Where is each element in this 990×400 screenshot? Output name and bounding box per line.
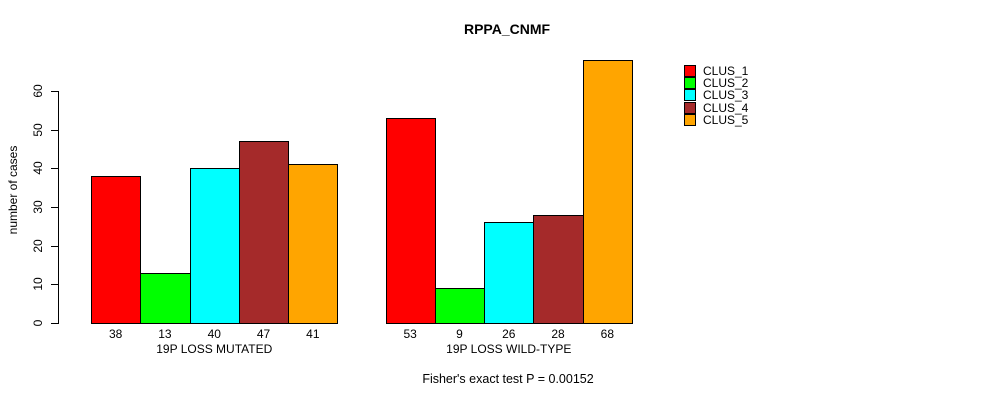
bar-clus_1-group1 xyxy=(91,176,142,324)
bar-value-label: 47 xyxy=(256,327,271,341)
y-axis-tick xyxy=(51,245,58,247)
legend-label: CLUS_5 xyxy=(703,112,749,127)
legend-label: CLUS_2 xyxy=(703,75,749,90)
y-axis-tick xyxy=(51,129,58,131)
bar-clus_3-group2 xyxy=(484,222,535,324)
y-axis-tick-label: 0 xyxy=(31,319,45,327)
legend-color-swatch xyxy=(684,101,696,114)
y-axis-tick-label: 40 xyxy=(31,161,45,176)
y-axis-line xyxy=(58,91,59,324)
legend-label: CLUS_3 xyxy=(703,88,749,103)
bar-clus_2-group1 xyxy=(140,272,191,324)
legend-item: CLUS_4 xyxy=(684,100,749,115)
y-axis-tick-label: 20 xyxy=(31,238,45,253)
legend-item: CLUS_5 xyxy=(684,112,749,127)
legend-item: CLUS_3 xyxy=(684,88,749,103)
annotation-text: Fisher's exact test P = 0.00152 xyxy=(422,372,594,386)
bar-value-label: 13 xyxy=(158,327,172,341)
legend: CLUS_1 CLUS_2 CLUS_3 CLUS_4 CLUS_5 xyxy=(684,63,749,127)
bar-clus_4-group2 xyxy=(533,214,584,324)
y-axis-tick-label: 10 xyxy=(31,277,45,292)
y-axis-tick xyxy=(51,207,58,208)
legend-item: CLUS_2 xyxy=(684,75,749,90)
y-axis-tick-label: 50 xyxy=(31,122,45,137)
bar-value-label: 38 xyxy=(108,327,123,341)
y-axis-tick-label: 60 xyxy=(31,84,45,98)
bar-value-label: 26 xyxy=(502,327,516,341)
y-axis-label: number of cases xyxy=(6,145,20,235)
bar-value-label: 68 xyxy=(600,327,615,341)
category-label: 19P LOSS MUTATED xyxy=(156,342,273,356)
bar-clus_4-group1 xyxy=(238,141,290,324)
legend-item: CLUS_1 xyxy=(684,63,749,78)
y-axis-tick xyxy=(51,284,58,286)
legend-color-swatch xyxy=(684,113,696,126)
y-axis-tick xyxy=(51,323,58,324)
legend-label: CLUS_1 xyxy=(703,63,749,78)
bar-clus_3-group1 xyxy=(189,168,240,324)
legend-color-swatch xyxy=(684,89,696,102)
bar-value-label: 53 xyxy=(403,327,417,341)
bar-clus_2-group2 xyxy=(434,288,486,324)
chart-title: RPPA_CNMF xyxy=(463,21,551,37)
bar-clus_5-group2 xyxy=(582,60,633,324)
bar-clus_1-group2 xyxy=(385,118,436,324)
legend-color-swatch xyxy=(684,76,696,89)
bar-value-label: 40 xyxy=(207,327,221,341)
bar-value-label: 28 xyxy=(551,327,565,341)
y-axis-tick xyxy=(51,91,58,92)
y-axis-tick xyxy=(51,168,58,170)
category-label: 19P LOSS WILD-TYPE xyxy=(446,342,572,356)
legend-label: CLUS_4 xyxy=(703,100,749,115)
bar-value-label: 9 xyxy=(456,327,463,341)
y-axis-tick-label: 30 xyxy=(31,200,45,214)
legend-color-swatch xyxy=(684,64,696,77)
bar-value-label: 41 xyxy=(306,327,320,341)
bar-clus_5-group1 xyxy=(288,164,339,324)
